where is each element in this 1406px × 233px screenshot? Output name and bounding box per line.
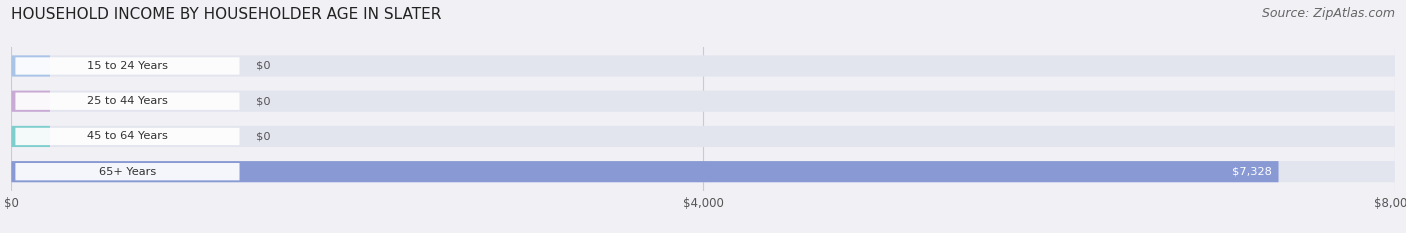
Text: $0: $0 <box>256 96 271 106</box>
FancyBboxPatch shape <box>15 163 239 180</box>
FancyBboxPatch shape <box>11 91 1395 112</box>
FancyBboxPatch shape <box>11 126 51 147</box>
FancyBboxPatch shape <box>11 55 1395 77</box>
FancyBboxPatch shape <box>15 93 239 110</box>
Text: 65+ Years: 65+ Years <box>98 167 156 177</box>
FancyBboxPatch shape <box>11 126 1395 147</box>
Text: 45 to 64 Years: 45 to 64 Years <box>87 131 167 141</box>
FancyBboxPatch shape <box>11 91 51 112</box>
Text: $7,328: $7,328 <box>1232 167 1271 177</box>
FancyBboxPatch shape <box>11 55 51 77</box>
Text: 25 to 44 Years: 25 to 44 Years <box>87 96 167 106</box>
FancyBboxPatch shape <box>11 161 1278 182</box>
FancyBboxPatch shape <box>15 128 239 145</box>
Text: $0: $0 <box>256 61 271 71</box>
FancyBboxPatch shape <box>11 161 1395 182</box>
Text: $0: $0 <box>256 131 271 141</box>
Text: Source: ZipAtlas.com: Source: ZipAtlas.com <box>1261 7 1395 20</box>
Text: 15 to 24 Years: 15 to 24 Years <box>87 61 167 71</box>
FancyBboxPatch shape <box>15 57 239 75</box>
Text: HOUSEHOLD INCOME BY HOUSEHOLDER AGE IN SLATER: HOUSEHOLD INCOME BY HOUSEHOLDER AGE IN S… <box>11 7 441 22</box>
